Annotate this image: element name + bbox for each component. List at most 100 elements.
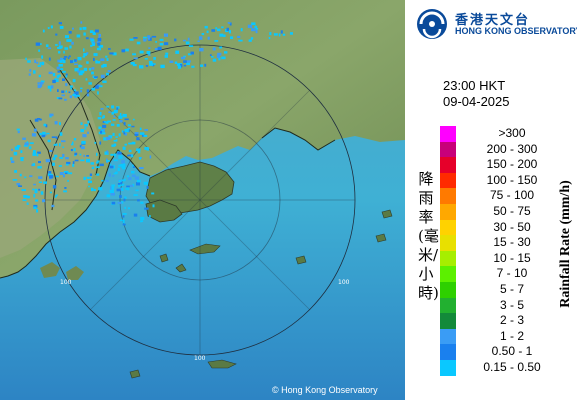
rain-echo-cell [59, 143, 61, 147]
rain-echoes [10, 21, 293, 226]
rain-echo-cell [98, 126, 102, 130]
rain-echo-cell [37, 166, 42, 169]
rain-echo-cell [62, 153, 65, 158]
rain-echo-cell [34, 59, 37, 63]
rain-echo-cell [211, 29, 216, 32]
rain-echo-cell [41, 55, 44, 59]
rain-echo-cell [96, 152, 98, 156]
rain-echo-cell [92, 31, 96, 35]
rain-echo-cell [96, 41, 99, 44]
rain-echo-cell [227, 22, 230, 24]
rain-echo-cell [85, 78, 88, 81]
rain-echo-cell [137, 150, 141, 154]
rain-echo-cell [74, 152, 78, 156]
rain-echo-cell [121, 49, 126, 53]
rain-echo-cell [72, 27, 74, 30]
rain-echo-cell [32, 188, 35, 191]
rain-echo-cell [82, 26, 87, 30]
org-name-en: HONG KONG OBSERVATORY [455, 26, 577, 36]
rain-echo-cell [54, 121, 58, 125]
rain-echo-cell [99, 141, 102, 145]
rain-echo-cell [37, 65, 42, 67]
rain-echo-cell [101, 132, 106, 135]
legend-swatch [440, 281, 456, 298]
legend-range-label: 7 - 10 [496, 266, 528, 281]
rain-echo-cell [133, 37, 138, 39]
rain-echo-cell [91, 166, 95, 170]
rain-echo-cell [64, 35, 69, 39]
copyright: © Hong Kong Observatory [272, 385, 378, 395]
rain-echo-cell [56, 66, 60, 70]
rain-echo-cell [83, 48, 85, 52]
rain-echo-cell [72, 161, 75, 164]
rain-echo-cell [154, 48, 159, 51]
rain-echo-cell [51, 136, 56, 138]
rain-echo-cell [91, 87, 95, 91]
rain-echo-cell [255, 29, 258, 34]
rain-echo-cell [230, 36, 234, 39]
rain-echo-cell [130, 154, 134, 158]
legend-swatch [440, 157, 456, 173]
rain-echo-cell [229, 22, 232, 26]
legend-swatch [440, 266, 456, 282]
rain-echo-cell [47, 173, 52, 177]
rain-echo-cell [176, 63, 182, 66]
rain-echo-cell [113, 140, 118, 142]
rain-echo-cell [59, 122, 61, 126]
rain-echo-cell [214, 40, 219, 42]
rain-echo-cell [190, 51, 194, 55]
rain-echo-cell [140, 50, 143, 53]
rain-echo-cell [39, 132, 42, 136]
rain-echo-cell [146, 51, 151, 55]
rain-echo-cell [33, 70, 36, 74]
rain-echo-cell [95, 29, 99, 33]
rain-echo-cell [48, 57, 51, 61]
rain-echo-cell [72, 141, 74, 145]
rain-echo-cell [120, 201, 124, 204]
rain-echo-cell [89, 173, 93, 176]
rain-echo-cell [34, 118, 39, 122]
rain-echo-cell [106, 136, 111, 140]
rain-echo-cell [52, 79, 56, 84]
rain-echo-cell [133, 57, 138, 60]
rain-echo-cell [58, 64, 63, 67]
rain-echo-cell [77, 70, 81, 73]
rain-echo-cell [117, 152, 122, 155]
rain-echo-cell [132, 64, 137, 67]
rain-echo-cell [97, 61, 101, 64]
rain-echo-cell [70, 87, 73, 90]
rain-echo-cell [136, 179, 141, 183]
rain-echo-cell [107, 120, 111, 123]
rain-echo-cell [86, 61, 89, 64]
legend-swatch [440, 328, 456, 345]
rain-echo-cell [100, 58, 105, 62]
rain-echo-cell [128, 128, 130, 133]
rain-echo-cell [148, 54, 151, 56]
rain-echo-cell [198, 36, 203, 40]
rain-echo-cell [68, 31, 72, 34]
rain-echo-cell [248, 39, 252, 42]
rain-echo-cell [212, 47, 216, 51]
rain-echo-cell [63, 170, 69, 173]
rain-echo-cell [219, 46, 223, 49]
ring-label-east: 100 [338, 279, 350, 286]
rain-echo-cell [217, 28, 221, 32]
rain-echo-cell [108, 173, 111, 177]
rain-echo-cell [37, 82, 40, 85]
rain-echo-cell [160, 64, 165, 68]
rain-echo-cell [69, 95, 72, 99]
rain-echo-cell [218, 57, 221, 61]
rain-echo-cell [137, 199, 140, 202]
legend-swatch [440, 359, 456, 376]
legend-range-label: 3 - 5 [499, 297, 524, 312]
rain-echo-cell [121, 179, 126, 182]
rain-echo-cell [38, 176, 43, 179]
rain-echo-cell [282, 33, 286, 36]
rain-echo-cell [163, 33, 168, 37]
rain-echo-cell [121, 166, 125, 169]
rain-echo-cell [119, 195, 122, 198]
rain-echo-cell [45, 44, 49, 47]
rain-echo-cell [57, 89, 59, 92]
rain-echo-cell [105, 55, 108, 58]
rain-echo-cell [152, 204, 155, 208]
